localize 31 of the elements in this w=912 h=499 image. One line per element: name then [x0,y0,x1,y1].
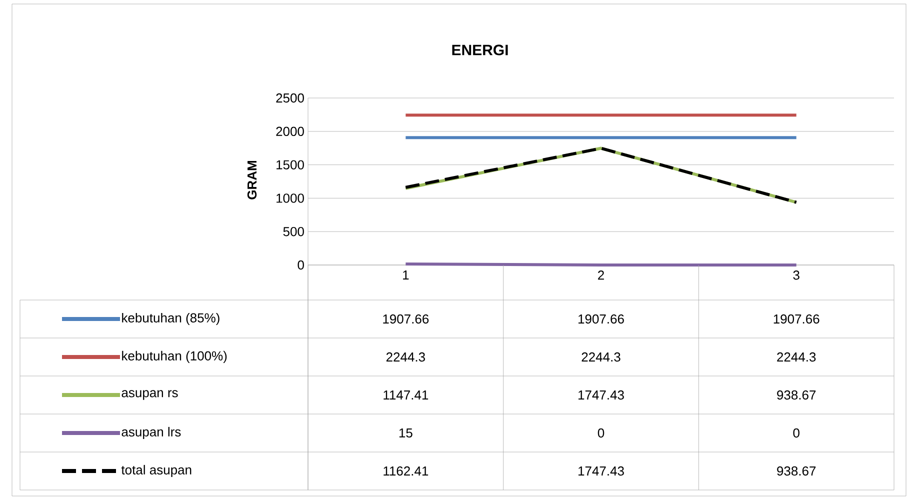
y-tick-label: 0 [298,260,304,270]
y-tick-label: 2500 [276,93,304,103]
y-axis-title: GRAM [247,161,257,200]
data-label: 1747.43 [578,466,624,476]
data-label: 2244.3 [777,352,816,362]
data-label: 938.67 [777,390,816,400]
data-label: 1907.66 [774,314,820,324]
data-label: 1147.41 [384,390,428,400]
data-label: 1162.41 [384,466,428,476]
legend-label: kebutuhan (100%) [122,350,227,364]
legend-label: total asupan [121,464,192,478]
data-label: 2244.3 [386,352,425,362]
data-label: 15 [399,428,412,438]
y-tick-label: 1500 [276,160,304,170]
chart-title: ENERGI [452,44,508,56]
y-tick-label: 2000 [276,126,304,136]
legend-label: kebutuhan (85%) [122,312,220,326]
data-label: 1907.66 [578,314,624,324]
data-label: 2244.3 [582,352,620,362]
y-tick-label: 500 [283,226,304,236]
x-tick-label: 1 [403,270,409,280]
data-label: 0 [793,428,800,438]
data-label: 1907.66 [383,314,429,324]
y-tick-label: 1000 [276,194,304,203]
data-label: 938.67 [777,466,816,476]
data-label: 1747.43 [578,390,624,400]
legend-label: asupan lrs [122,426,181,440]
legend-label: asupan rs [122,390,178,400]
data-label: 0 [598,428,604,438]
x-tick-label: 2 [598,270,604,280]
x-tick-label: 3 [793,270,800,280]
